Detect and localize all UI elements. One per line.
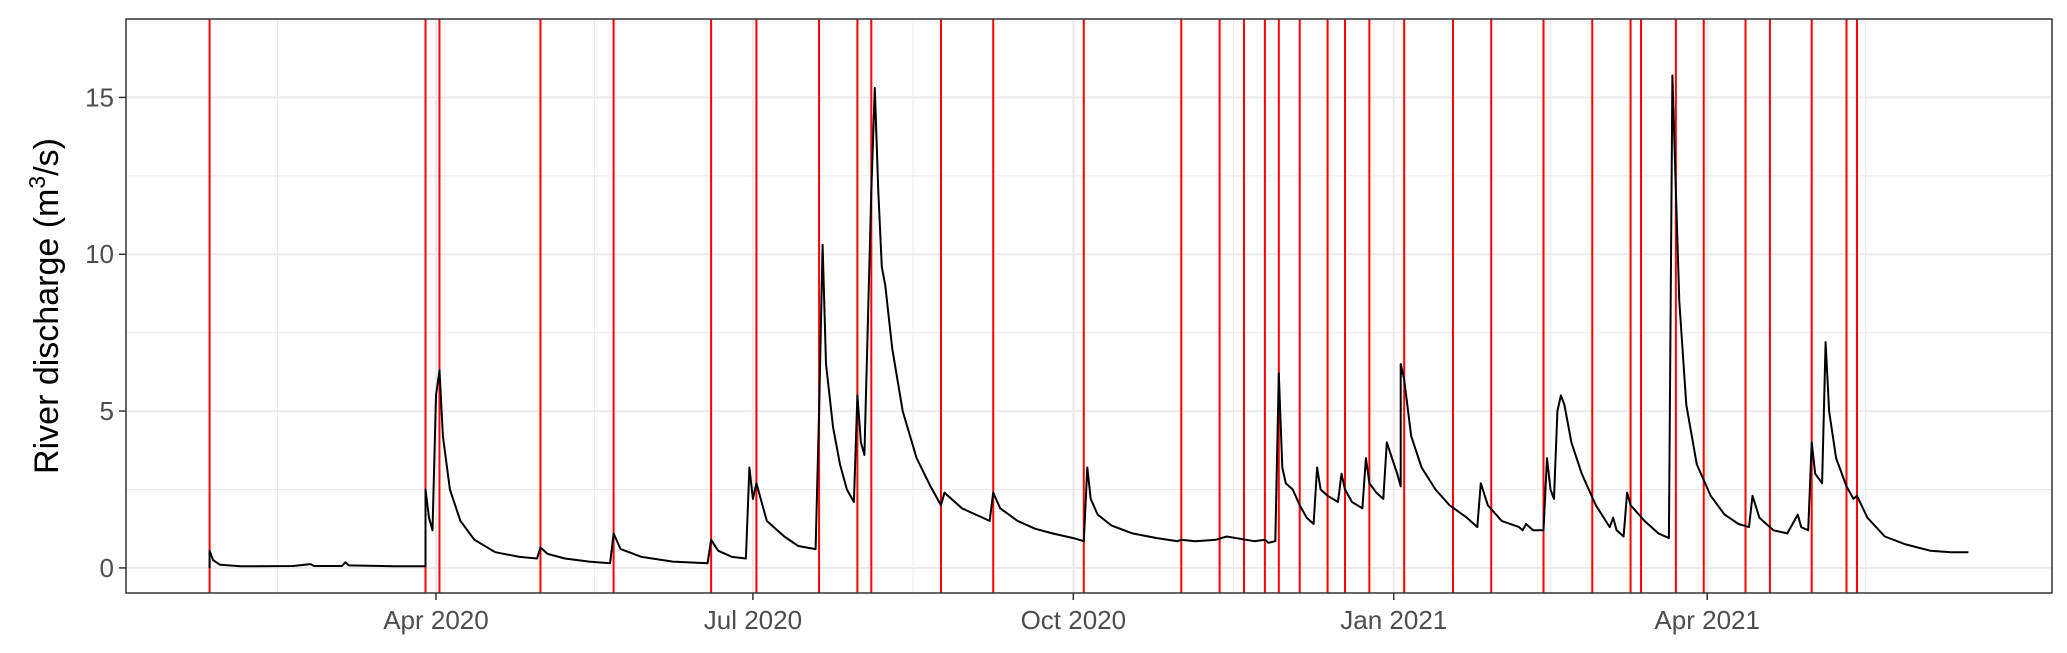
x-tick-label: Apr 2020 bbox=[383, 605, 489, 635]
y-tick-label: 10 bbox=[85, 239, 114, 269]
y-axis-title: River discharge (m3/s) bbox=[24, 138, 66, 474]
y-tick-label: 0 bbox=[100, 553, 114, 583]
y-tick-label: 5 bbox=[100, 396, 114, 426]
y-axis: 0 5 10 15 bbox=[85, 82, 126, 583]
x-tick-label: Oct 2020 bbox=[1021, 605, 1127, 635]
panel-border bbox=[125, 18, 2053, 594]
x-tick-label: Jan 2021 bbox=[1340, 605, 1447, 635]
discharge-series-line bbox=[208, 74, 1969, 568]
y-axis-title-superscript: 3 bbox=[24, 176, 50, 189]
x-tick-label: Jul 2020 bbox=[704, 605, 802, 635]
x-axis: Apr 2020 Jul 2020 Oct 2020 Jan 2021 Apr 2021 bbox=[383, 593, 1760, 635]
y-tick-label: 15 bbox=[85, 82, 114, 112]
x-tick-label: Apr 2021 bbox=[1654, 605, 1760, 635]
minor-gridlines bbox=[126, 19, 2052, 593]
